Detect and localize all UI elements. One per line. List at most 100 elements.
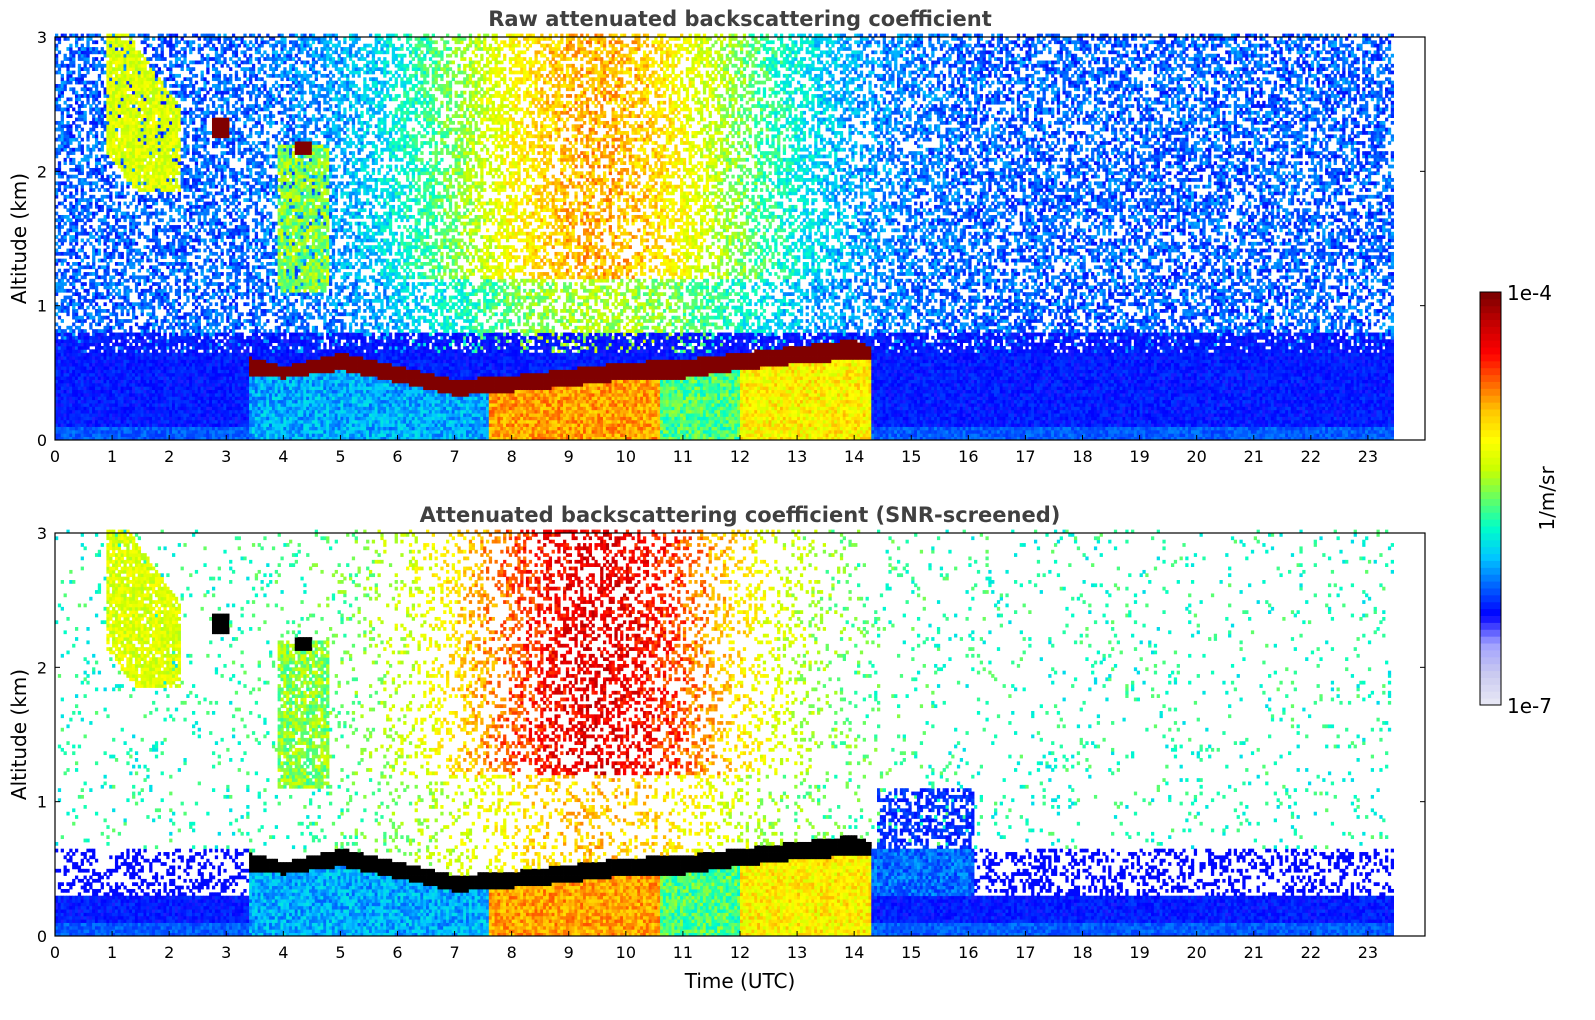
- heatmap-cell: [66, 232, 69, 236]
- heatmap-cell: [81, 413, 84, 417]
- heatmap-cell: [69, 124, 72, 128]
- heatmap-cell: [72, 380, 75, 384]
- heatmap-cell: [75, 343, 78, 347]
- heatmap-cell: [72, 54, 75, 58]
- heatmap-cell: [61, 299, 64, 303]
- heatmap-cell: [78, 336, 81, 340]
- heatmap-cell: [78, 181, 81, 185]
- heatmap-cell: [66, 47, 69, 51]
- heatmap-cell: [78, 420, 81, 424]
- heatmap-cell: [66, 326, 69, 330]
- heatmap-cell: [66, 296, 69, 300]
- heatmap-cell: [69, 423, 72, 427]
- heatmap-cell: [64, 134, 67, 138]
- heatmap-cell: [69, 329, 72, 333]
- heatmap-cell: [69, 265, 72, 269]
- heatmap-cell: [61, 84, 64, 88]
- heatmap-cell: [81, 114, 84, 118]
- heatmap-cell: [75, 138, 78, 142]
- heatmap-cell: [66, 81, 69, 85]
- heatmap-cell: [81, 148, 84, 152]
- heatmap-cell: [81, 232, 84, 236]
- heatmap-cell: [78, 423, 81, 427]
- heatmap-cell: [69, 104, 72, 108]
- heatmap-cell: [61, 410, 64, 414]
- heatmap-cell: [64, 269, 67, 273]
- heatmap-cell: [75, 218, 78, 222]
- heatmap-cell: [58, 423, 61, 427]
- heatmap-cell: [75, 403, 78, 407]
- heatmap-cell: [64, 390, 67, 394]
- heatmap-cell: [72, 286, 75, 290]
- heatmap-cell: [72, 205, 75, 209]
- heatmap-cell: [75, 128, 78, 132]
- heatmap-cell: [64, 84, 67, 88]
- heatmap-cell: [72, 386, 75, 390]
- heatmap-cell: [66, 353, 69, 357]
- heatmap-cell: [78, 108, 81, 112]
- heatmap-cell: [64, 359, 67, 363]
- heatmap-cell: [72, 168, 75, 172]
- heatmap-cell: [81, 380, 84, 384]
- heatmap-cell: [75, 366, 78, 370]
- heatmap-cell: [66, 413, 69, 417]
- heatmap-cell: [61, 416, 64, 420]
- heatmap-cell: [66, 74, 69, 78]
- figure: Raw attenuated backscattering coefficien…: [0, 0, 1595, 1020]
- heatmap-cell: [61, 235, 64, 239]
- heatmap-cell: [81, 390, 84, 394]
- heatmap-cell: [66, 333, 69, 337]
- heatmap-cell: [66, 420, 69, 424]
- heatmap-cell: [58, 376, 61, 380]
- heatmap-cell: [58, 259, 61, 263]
- heatmap-cell: [64, 309, 67, 313]
- heatmap-cell: [66, 346, 69, 350]
- heatmap-cell: [75, 326, 78, 330]
- heatmap-cell: [64, 108, 67, 112]
- heatmap-cell: [78, 316, 81, 320]
- heatmap-cell: [69, 158, 72, 162]
- heatmap-cell: [81, 165, 84, 169]
- heatmap-cell: [75, 191, 78, 195]
- heatmap-cell: [61, 131, 64, 135]
- heatmap-cell: [61, 81, 64, 85]
- heatmap-cell: [58, 363, 61, 367]
- heatmap-cell: [66, 185, 69, 189]
- heatmap-cell: [69, 47, 72, 51]
- heatmap-cell: [75, 272, 78, 276]
- heatmap-cell: [72, 322, 75, 326]
- heatmap-cell: [58, 279, 61, 283]
- heatmap-cell: [58, 104, 61, 108]
- heatmap-cell: [61, 175, 64, 179]
- heatmap-cell: [72, 91, 75, 95]
- heatmap-cell: [61, 121, 64, 125]
- heatmap-cell: [75, 255, 78, 259]
- heatmap-cell: [69, 430, 72, 434]
- heatmap-cell: [72, 208, 75, 212]
- heatmap-cell: [58, 181, 61, 185]
- heatmap-cell: [61, 64, 64, 68]
- heatmap-cell: [69, 138, 72, 142]
- heatmap-cell: [64, 410, 67, 414]
- heatmap-cell: [66, 416, 69, 420]
- heatmap-cell: [64, 87, 67, 91]
- heatmap-cell: [58, 326, 61, 330]
- heatmap-cell: [75, 302, 78, 306]
- heatmap-cell: [81, 416, 84, 420]
- heatmap-cell: [69, 222, 72, 226]
- heatmap-cell: [75, 396, 78, 400]
- heatmap-cell: [69, 235, 72, 239]
- heatmap-cell: [75, 252, 78, 256]
- heatmap-cell: [64, 373, 67, 377]
- heatmap-cell: [69, 71, 72, 75]
- heatmap-cell: [78, 366, 81, 370]
- heatmap-cell: [78, 393, 81, 397]
- heatmap-cell: [78, 71, 81, 75]
- heatmap-cell: [58, 306, 61, 310]
- heatmap-cell: [78, 333, 81, 337]
- heatmap-cell: [61, 319, 64, 323]
- heatmap-cell: [66, 383, 69, 387]
- heatmap-cell: [78, 373, 81, 377]
- heatmap-cell: [75, 433, 78, 437]
- heatmap-cell: [81, 128, 84, 132]
